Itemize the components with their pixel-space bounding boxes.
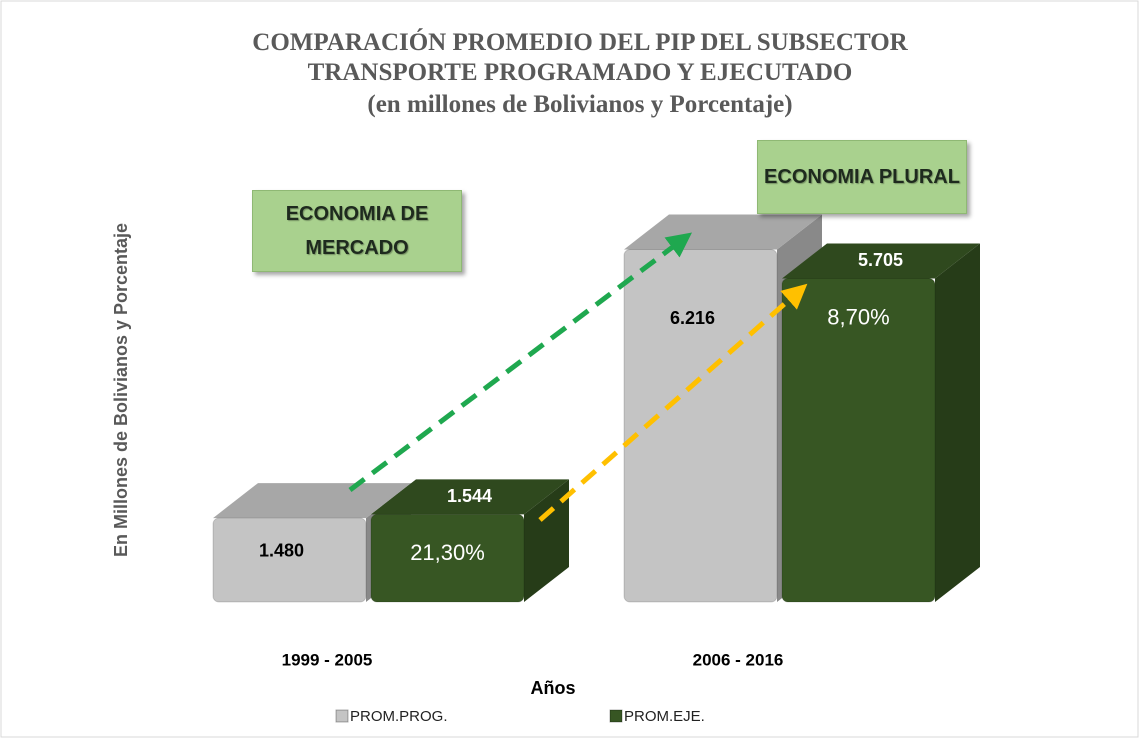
value-label: 6.216	[670, 308, 715, 328]
bar-top	[782, 243, 980, 279]
bar-top	[371, 479, 569, 515]
annotation: ECONOMIA PLURAL	[757, 140, 967, 214]
legend-label: PROM.EJE.	[624, 708, 705, 725]
labels: 1999 - 2005 2006 - 2016 1.480 1.544 21,30% 6.…	[259, 250, 903, 669]
x-tick-label: 2006 - 2016	[693, 650, 784, 669]
legend-swatch	[335, 709, 349, 723]
annotation: ECONOMIA DE MERCADO	[252, 190, 462, 272]
value-label: 1.544	[447, 486, 492, 506]
percent-label: 21,30%	[410, 540, 485, 565]
value-label: 5.705	[858, 250, 903, 270]
value-label: 1.480	[259, 540, 304, 560]
bar	[781, 277, 936, 603]
bar	[623, 248, 778, 603]
bar-side	[524, 479, 569, 602]
x-axis-label: Años	[531, 678, 576, 698]
y-axis-label: En Millones de Bolivianos y Porcentaje	[111, 223, 131, 557]
legend-swatch	[609, 709, 623, 723]
bar-top	[213, 483, 411, 519]
arrow	[348, 232, 692, 492]
legend-label: PROM.PROG.	[350, 708, 448, 725]
bar	[370, 513, 525, 603]
bars	[212, 214, 980, 603]
chart-subtitle: (en millones de Bolivianos y Porcentaje)	[367, 91, 793, 118]
x-tick-label: 1999 - 2005	[282, 650, 373, 669]
bar-side	[935, 243, 980, 602]
arrow	[538, 283, 808, 522]
bar	[212, 517, 367, 603]
percent-label: 8,70%	[827, 304, 889, 329]
chart-title: COMPARACIÓN PROMEDIO DEL PIP DEL SUBSECT…	[252, 29, 908, 86]
